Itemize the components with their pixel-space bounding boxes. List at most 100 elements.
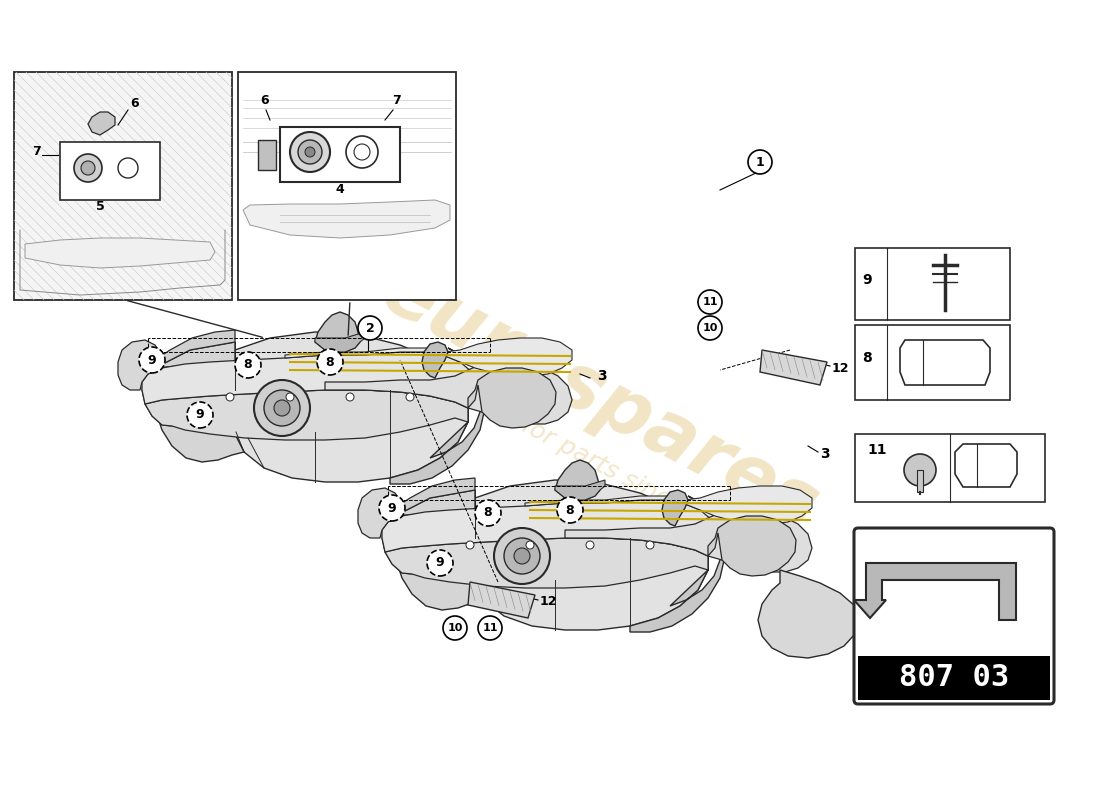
Polygon shape — [900, 340, 990, 385]
Circle shape — [358, 316, 382, 340]
Text: 11: 11 — [702, 297, 717, 307]
Polygon shape — [236, 345, 462, 480]
Polygon shape — [468, 368, 556, 428]
Polygon shape — [472, 480, 708, 630]
FancyBboxPatch shape — [855, 434, 1045, 502]
Text: 9: 9 — [196, 409, 205, 422]
Polygon shape — [854, 563, 1016, 620]
Text: 9: 9 — [387, 502, 396, 514]
Polygon shape — [630, 496, 725, 632]
Circle shape — [379, 495, 405, 521]
Text: 8: 8 — [484, 506, 493, 519]
Text: 4: 4 — [336, 183, 344, 196]
Polygon shape — [315, 332, 365, 352]
Polygon shape — [422, 342, 448, 378]
Polygon shape — [382, 478, 475, 574]
Circle shape — [466, 541, 474, 549]
Text: 9: 9 — [436, 557, 444, 570]
Circle shape — [139, 347, 165, 373]
Circle shape — [494, 528, 550, 584]
Circle shape — [514, 548, 530, 564]
Circle shape — [290, 132, 330, 172]
Text: 10: 10 — [448, 623, 463, 633]
Circle shape — [346, 393, 354, 401]
Polygon shape — [468, 582, 535, 618]
Circle shape — [81, 161, 95, 175]
Circle shape — [187, 402, 213, 428]
Text: 8: 8 — [862, 351, 872, 365]
Polygon shape — [382, 500, 718, 556]
FancyBboxPatch shape — [855, 325, 1010, 400]
FancyBboxPatch shape — [14, 72, 232, 300]
Text: 1: 1 — [756, 155, 764, 169]
Circle shape — [118, 158, 138, 178]
Circle shape — [226, 393, 234, 401]
Text: 12: 12 — [540, 595, 558, 608]
Text: 3: 3 — [820, 447, 829, 461]
Polygon shape — [395, 490, 484, 610]
Text: 8: 8 — [244, 358, 252, 371]
Polygon shape — [385, 538, 708, 588]
Text: a place for parts since 1984: a place for parts since 1984 — [430, 367, 750, 553]
Circle shape — [475, 500, 500, 526]
Circle shape — [904, 454, 936, 486]
FancyBboxPatch shape — [854, 528, 1054, 704]
Polygon shape — [145, 390, 468, 440]
Text: 807 03: 807 03 — [899, 663, 1009, 693]
Text: 12: 12 — [832, 362, 849, 375]
Polygon shape — [760, 350, 827, 385]
Text: 7: 7 — [32, 145, 41, 158]
Circle shape — [305, 147, 315, 157]
Text: 5: 5 — [96, 200, 104, 213]
Circle shape — [274, 400, 290, 416]
Circle shape — [504, 538, 540, 574]
FancyBboxPatch shape — [280, 127, 400, 182]
FancyBboxPatch shape — [60, 142, 160, 200]
Polygon shape — [758, 570, 860, 658]
Text: 8: 8 — [565, 503, 574, 517]
Polygon shape — [955, 444, 1018, 487]
Polygon shape — [25, 238, 215, 268]
Circle shape — [646, 541, 654, 549]
FancyBboxPatch shape — [917, 470, 923, 492]
Polygon shape — [324, 362, 572, 424]
Circle shape — [698, 316, 722, 340]
Circle shape — [698, 290, 722, 314]
FancyBboxPatch shape — [238, 72, 456, 300]
Circle shape — [74, 154, 102, 182]
Text: 6: 6 — [260, 94, 268, 107]
Circle shape — [235, 352, 261, 378]
Polygon shape — [708, 516, 796, 576]
Circle shape — [748, 150, 772, 174]
Circle shape — [427, 550, 453, 576]
Polygon shape — [358, 488, 402, 538]
Circle shape — [254, 380, 310, 436]
Circle shape — [264, 390, 300, 426]
Text: 6: 6 — [130, 97, 139, 110]
Text: 7: 7 — [392, 94, 400, 107]
Polygon shape — [118, 340, 162, 390]
Text: 11: 11 — [482, 623, 497, 633]
Circle shape — [286, 393, 294, 401]
Polygon shape — [142, 330, 235, 426]
FancyBboxPatch shape — [258, 140, 276, 170]
Circle shape — [478, 616, 502, 640]
Polygon shape — [243, 200, 450, 238]
Circle shape — [526, 541, 534, 549]
FancyBboxPatch shape — [858, 656, 1050, 700]
Circle shape — [406, 393, 414, 401]
Polygon shape — [142, 352, 478, 408]
Polygon shape — [525, 486, 812, 524]
Circle shape — [586, 541, 594, 549]
Polygon shape — [662, 490, 688, 526]
Text: 9: 9 — [862, 273, 872, 287]
Text: 10: 10 — [960, 443, 979, 457]
Circle shape — [298, 140, 322, 164]
Polygon shape — [556, 480, 605, 500]
Polygon shape — [285, 338, 572, 376]
Polygon shape — [556, 460, 600, 500]
Text: 2: 2 — [365, 322, 374, 334]
Text: 8: 8 — [326, 355, 334, 369]
Polygon shape — [315, 312, 360, 352]
Polygon shape — [565, 510, 812, 572]
